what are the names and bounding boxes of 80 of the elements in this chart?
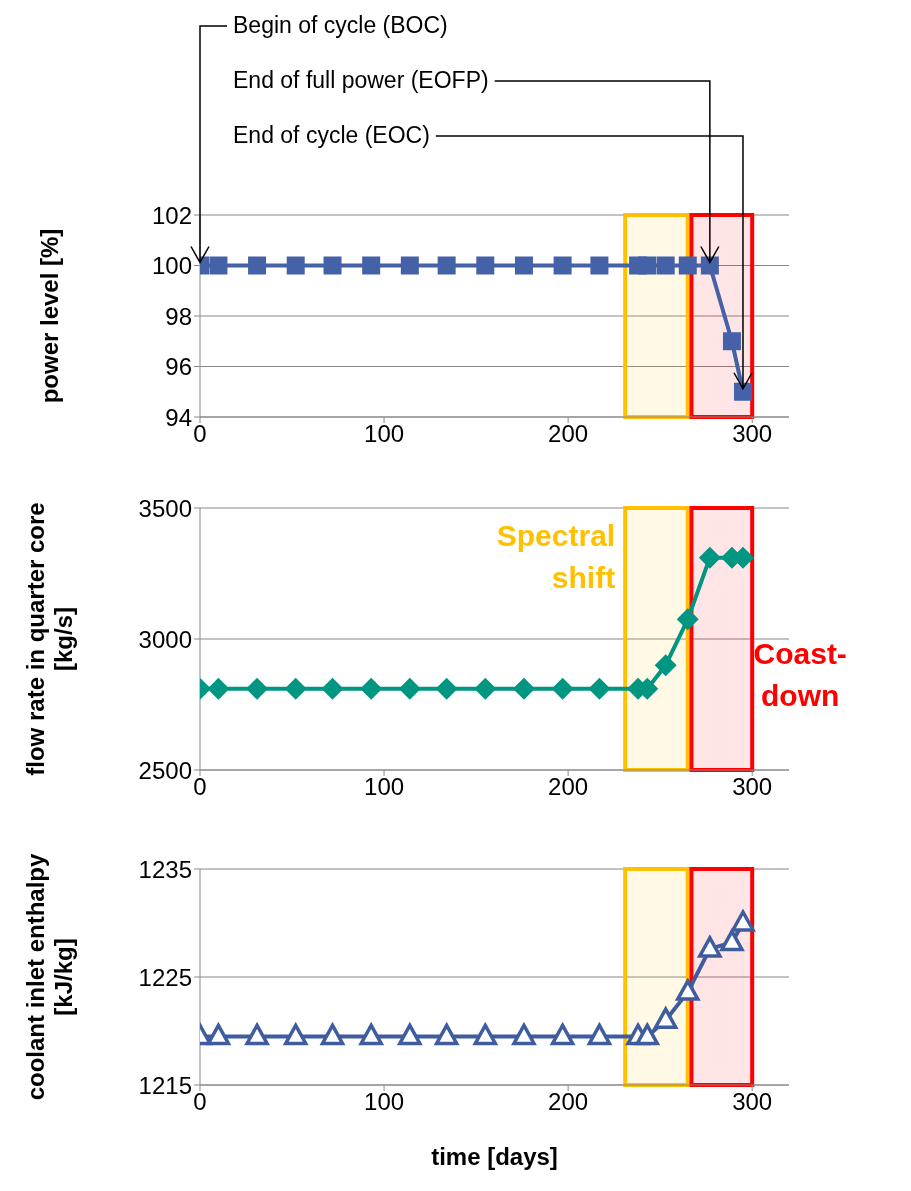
point (590, 256, 609, 275)
point (653, 1007, 678, 1029)
point (553, 256, 572, 275)
point (588, 677, 611, 700)
point (248, 256, 267, 275)
point (286, 256, 305, 275)
x-tick-label: 0 (193, 420, 207, 448)
point (698, 936, 722, 958)
point (678, 256, 697, 275)
point (733, 382, 752, 401)
y-tick-label: 1235 (138, 855, 192, 883)
point (698, 546, 721, 569)
point (400, 256, 419, 275)
point (319, 1021, 346, 1046)
point (638, 256, 657, 275)
point (209, 256, 228, 275)
point (397, 1021, 423, 1046)
x-axis-title: time [days] (431, 1143, 558, 1170)
annotation: End of cycle (EOC) (233, 122, 430, 148)
point (700, 256, 719, 275)
point (654, 654, 677, 677)
y-tick-label: 96 (165, 353, 192, 381)
point (207, 677, 230, 700)
point (284, 677, 307, 700)
point (472, 1021, 499, 1046)
y-tick-label: 3500 (138, 494, 192, 522)
point (512, 677, 535, 700)
x-tick-label: 300 (732, 773, 773, 801)
point (731, 910, 755, 932)
y-tick-label: 94 (165, 403, 192, 431)
point (321, 677, 344, 700)
y-axis-title: power level [%] (36, 227, 64, 406)
band-label: Spectral shift (496, 519, 616, 594)
y-axis-title: coolant inlet enthalpy [kJ/kg] (22, 852, 78, 1103)
x-tick-label: 200 (548, 1088, 589, 1116)
point (323, 256, 342, 275)
point (282, 1021, 309, 1046)
point (549, 1021, 576, 1046)
point (656, 256, 675, 275)
y-tick-label: 1225 (138, 963, 192, 991)
point (476, 256, 495, 275)
point (246, 677, 269, 700)
point (360, 677, 383, 700)
point (398, 677, 421, 700)
point (634, 1021, 661, 1046)
y-tick-label: 2500 (138, 756, 192, 784)
y-tick-label: 98 (165, 302, 192, 330)
point (435, 677, 458, 700)
point (676, 979, 700, 1001)
x-tick-label: 100 (364, 773, 405, 801)
x-tick-label: 0 (193, 773, 207, 801)
point (205, 1021, 232, 1046)
y-tick-label: 102 (151, 201, 192, 229)
x-tick-label: 200 (548, 773, 589, 801)
point (719, 927, 745, 952)
y-tick-label: 100 (151, 252, 192, 280)
point (433, 1021, 460, 1046)
point (586, 1021, 613, 1046)
point (676, 608, 699, 631)
point (474, 677, 497, 700)
point (722, 332, 741, 351)
x-tick-label: 300 (732, 420, 773, 448)
point (358, 1021, 384, 1046)
x-tick-label: 200 (548, 420, 589, 448)
x-tick-label: 0 (193, 1088, 207, 1116)
annotation: Begin of cycle (BOC) (233, 12, 448, 38)
point (514, 256, 533, 275)
y-axis-title: flow rate in quarter core [kg/s] (22, 501, 78, 778)
point (511, 1021, 537, 1046)
y-tick-label: 3000 (138, 625, 192, 653)
point (362, 256, 381, 275)
x-tick-label: 100 (364, 420, 405, 448)
point (244, 1021, 270, 1046)
x-tick-label: 300 (732, 1088, 773, 1116)
point (551, 677, 574, 700)
annotation: End of full power (EOFP) (233, 67, 489, 93)
y-tick-label: 1215 (138, 1071, 192, 1099)
point (437, 256, 456, 275)
x-tick-label: 100 (364, 1088, 405, 1116)
band-label: Coast-down (753, 636, 847, 712)
